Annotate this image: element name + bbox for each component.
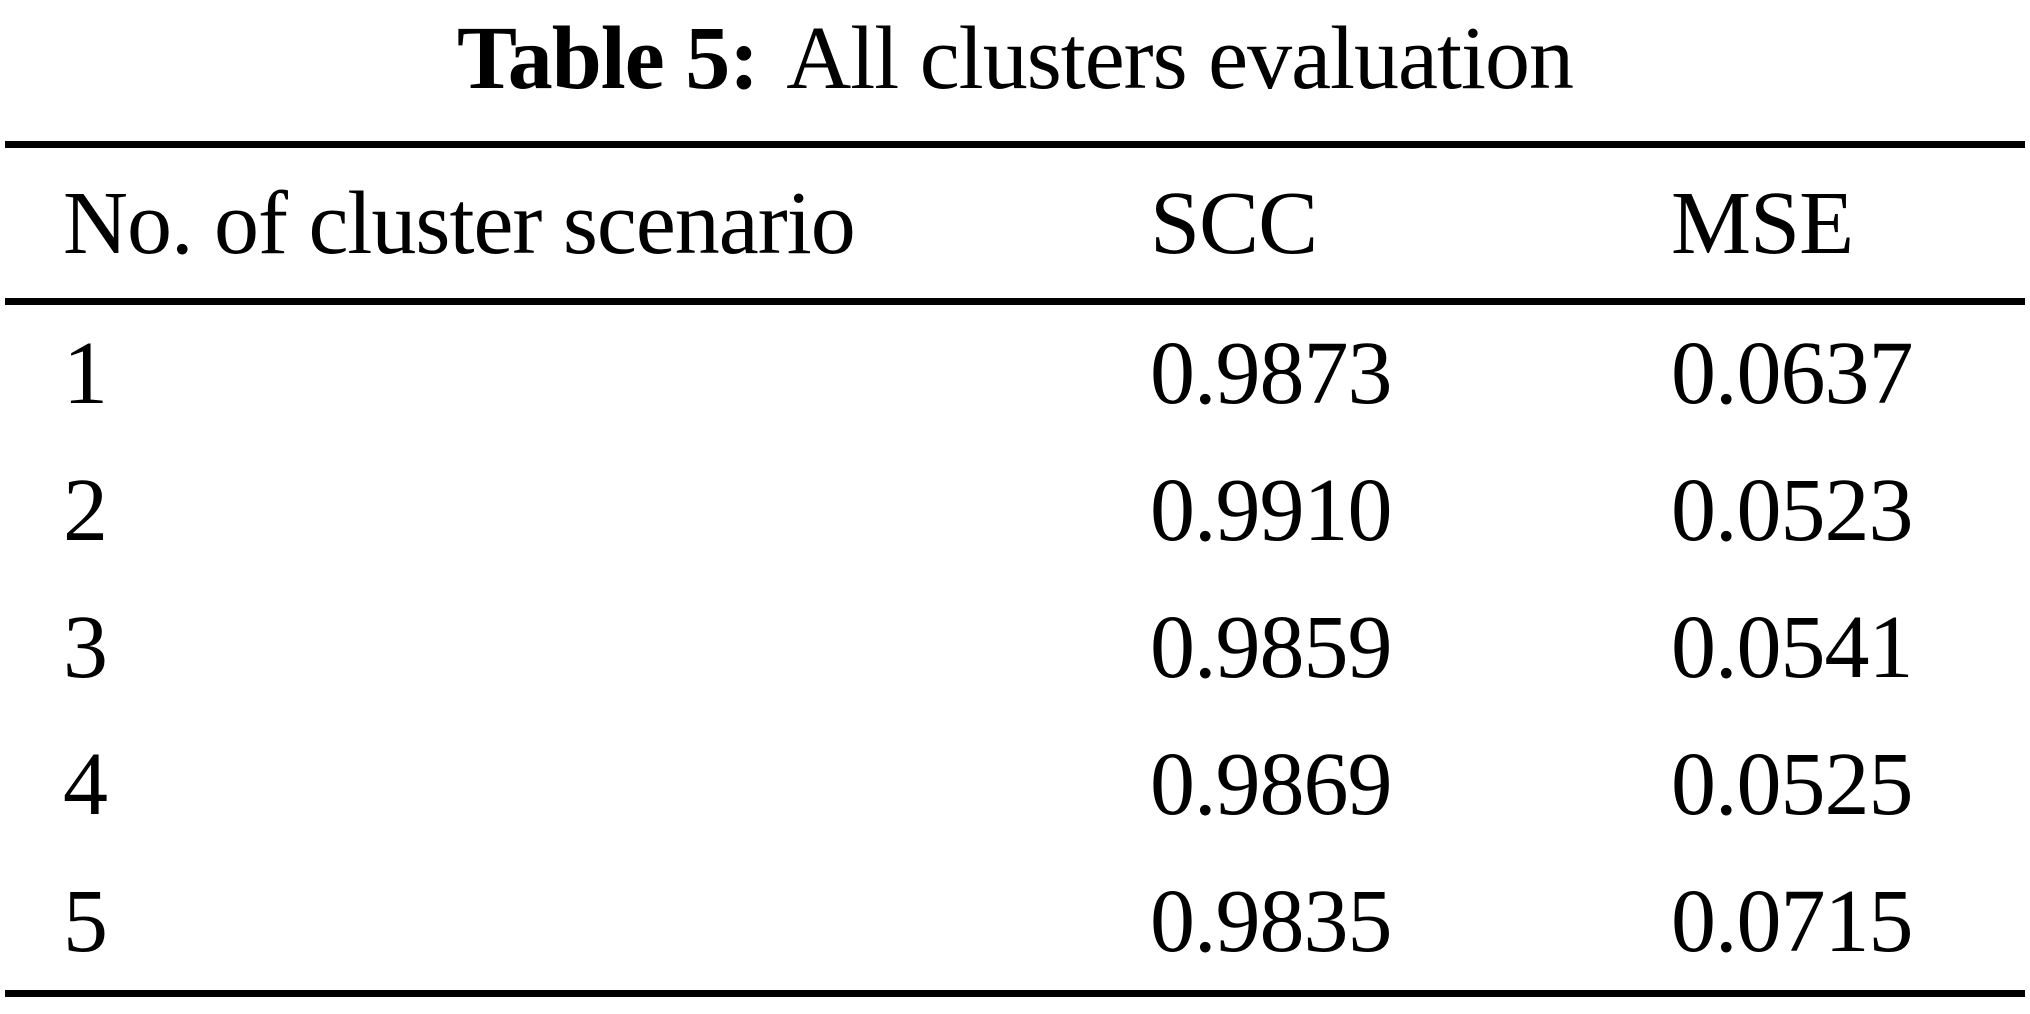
table-row: 5 0.9835 0.0715 <box>5 853 2025 994</box>
table-row: 4 0.9869 0.0525 <box>5 716 2025 853</box>
cell-scc: 0.9859 <box>1150 598 1393 697</box>
column-header-mse: MSE <box>1671 144 2025 305</box>
cell-scenario: 1 <box>63 324 108 423</box>
cell-scenario: 4 <box>63 735 108 834</box>
table-header-row: No. of cluster scenario SCC MSE <box>5 144 2025 305</box>
cell-scenario: 2 <box>63 461 108 560</box>
table-row: 2 0.9910 0.0523 <box>5 442 2025 579</box>
column-header-scenario: No. of cluster scenario <box>5 144 1150 305</box>
cell-mse: 0.0637 <box>1671 324 1914 423</box>
cell-scc: 0.9869 <box>1150 735 1393 834</box>
cell-mse: 0.0715 <box>1671 872 1914 971</box>
table-row: 3 0.9859 0.0541 <box>5 579 2025 716</box>
table-caption-label: Table 5: <box>456 9 759 108</box>
cell-scc: 0.9910 <box>1150 461 1393 560</box>
table-caption: Table 5: All clusters evaluation <box>0 0 2030 118</box>
cell-mse: 0.0541 <box>1671 598 1914 697</box>
cell-scc: 0.9835 <box>1150 872 1393 971</box>
cell-mse: 0.0525 <box>1671 735 1914 834</box>
cell-mse: 0.0523 <box>1671 461 1914 560</box>
cell-scenario: 5 <box>63 872 108 971</box>
table-row: 1 0.9873 0.0637 <box>5 302 2025 443</box>
table-caption-title: All clusters evaluation <box>786 9 1574 108</box>
column-header-scc: SCC <box>1150 144 1671 305</box>
cell-scenario: 3 <box>63 598 108 697</box>
cell-scc: 0.9873 <box>1150 324 1393 423</box>
evaluation-table: No. of cluster scenario SCC MSE 1 0.9873… <box>5 141 2025 997</box>
